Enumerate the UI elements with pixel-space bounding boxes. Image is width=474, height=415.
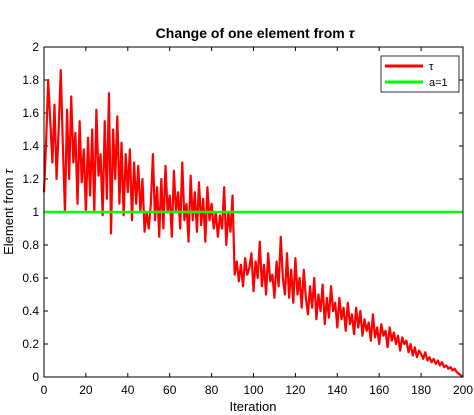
legend-label-a1: a=1	[429, 77, 448, 89]
y-axis-label-prefix: Element from	[1, 178, 16, 255]
x-axis-label: Iteration	[230, 399, 277, 414]
chart-title-prefix: Change of one element from	[156, 25, 345, 41]
y-tick-label: 0	[32, 370, 39, 384]
x-tick-label: 180	[411, 383, 431, 397]
x-tick-label: 200	[453, 383, 473, 397]
series-line-tau	[42, 68, 464, 378]
x-tick-label: 140	[327, 383, 347, 397]
x-tick-label: 40	[121, 383, 135, 397]
ticks-layer: 0 20 40 60 80 100 120 140 160 180 200 0 0.2 0.4 0.6 0.8…	[22, 40, 473, 397]
chart-title: Change of one element from τ	[156, 25, 356, 41]
y-tick-label: 0.6	[22, 271, 39, 285]
legend-box	[380, 55, 460, 93]
y-axis-label-symbol: τ	[1, 168, 16, 174]
series-layer	[42, 68, 464, 378]
chart-title-symbol: τ	[349, 25, 356, 41]
y-axis-label-group: Element from τ	[1, 168, 16, 255]
y-tick-label: 0.4	[22, 304, 39, 318]
y-tick-label: 1.2	[22, 172, 39, 186]
y-tick-label: 1	[32, 205, 39, 219]
x-tick-label: 160	[369, 383, 389, 397]
legend-label-tau: τ	[429, 61, 434, 73]
x-tick-label: 100	[243, 383, 263, 397]
y-tick-label: 0.8	[22, 238, 39, 252]
x-tick-label: 80	[205, 383, 219, 397]
x-tick-label: 0	[41, 383, 48, 397]
x-tick-label: 120	[285, 383, 305, 397]
x-tick-label: 60	[163, 383, 177, 397]
y-tick-label: 1.4	[22, 139, 39, 153]
y-tick-label: 1.6	[22, 106, 39, 120]
y-tick-label: 2	[32, 40, 39, 54]
y-axis-label: Element from τ	[1, 168, 16, 255]
x-tick-label: 20	[79, 383, 93, 397]
y-tick-label: 0.2	[22, 337, 39, 351]
legend: τ a=1	[380, 55, 460, 93]
y-tick-label: 1.8	[22, 73, 39, 87]
plot-frame	[43, 46, 464, 378]
